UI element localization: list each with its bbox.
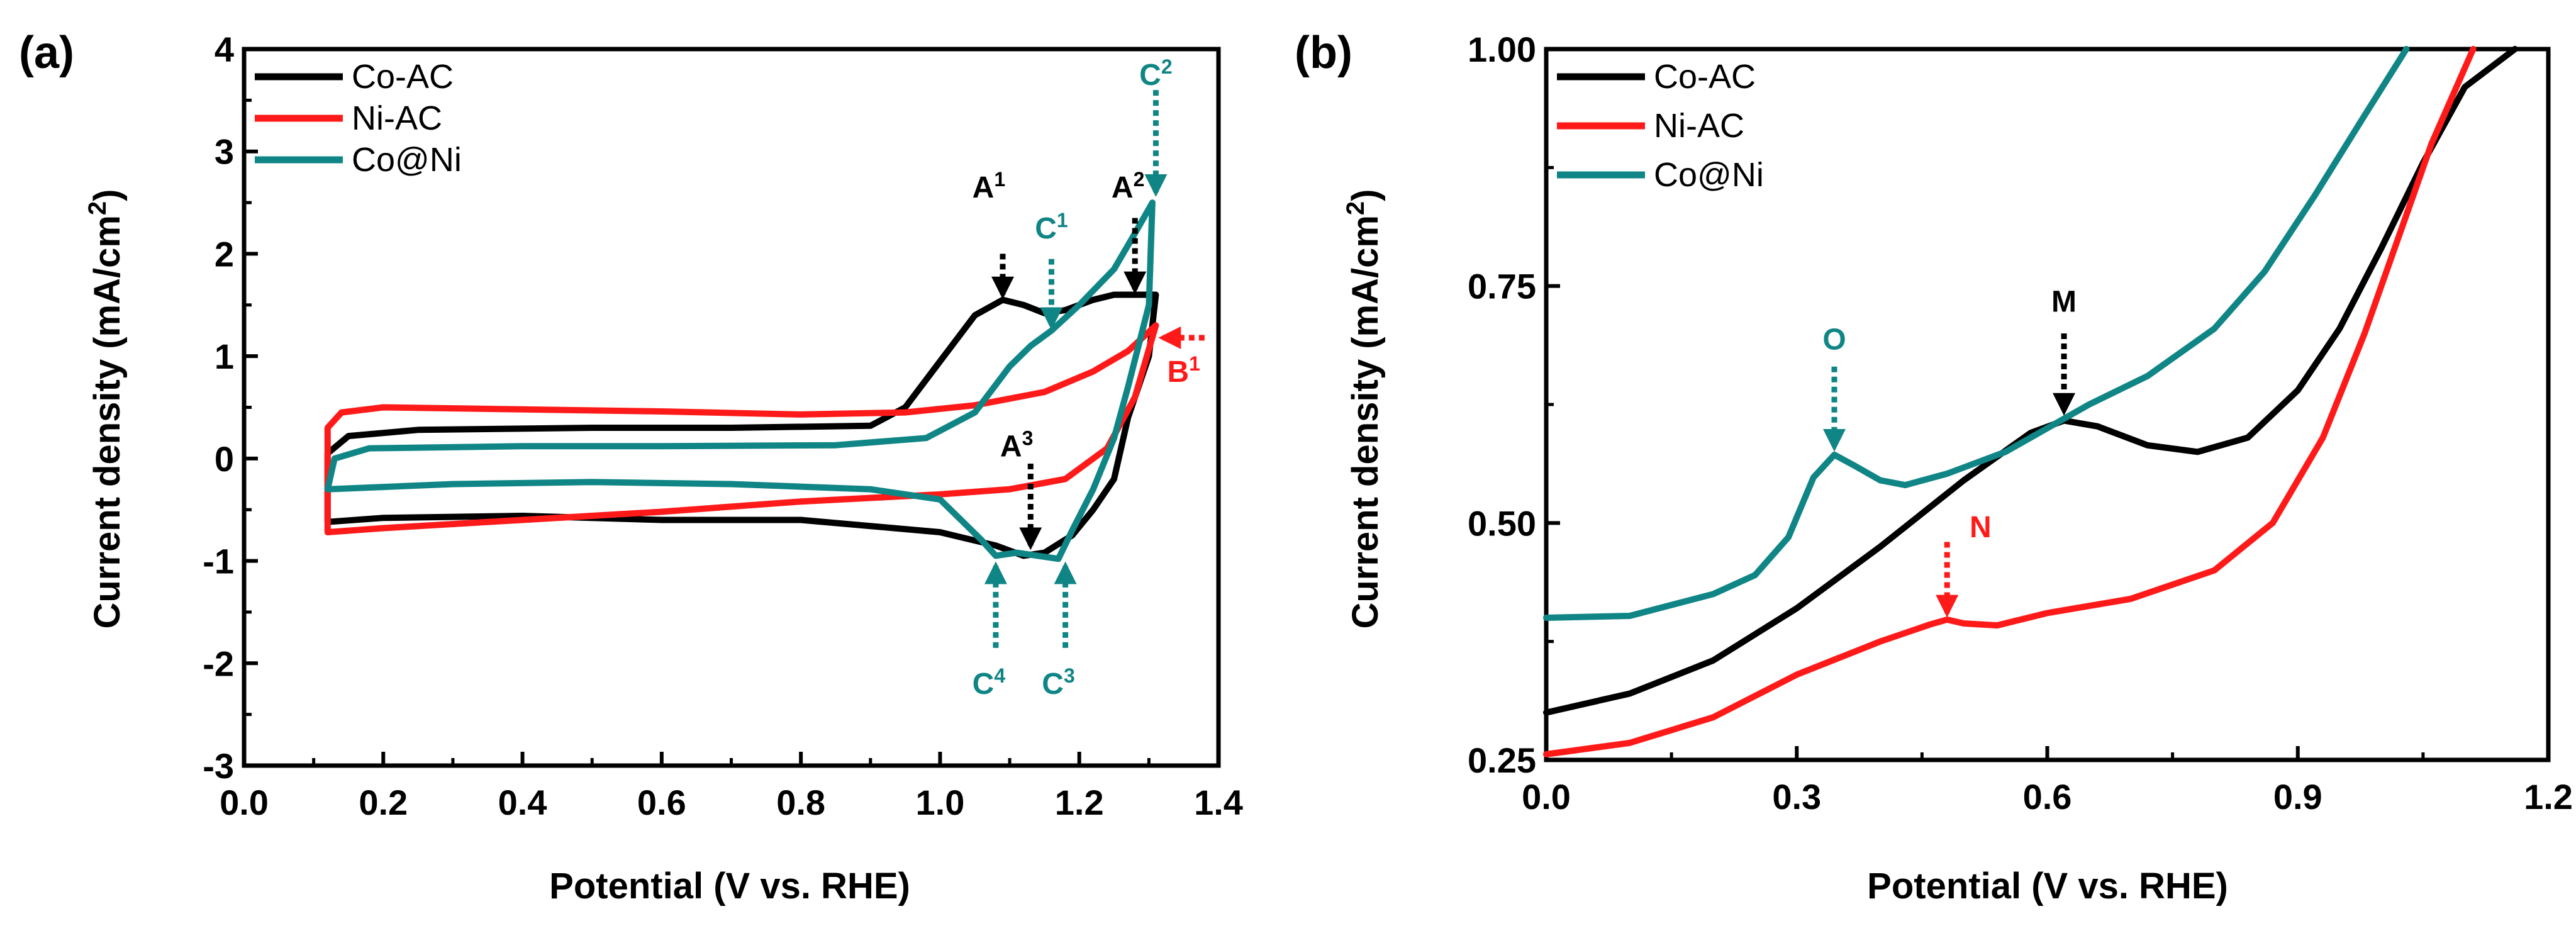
panel-a-y-tick-label: 1 xyxy=(215,337,234,376)
panel-b-y-axis-title: Current density (mA/cm2) xyxy=(1342,189,1386,628)
panel-b-x-tick-label: 1.2 xyxy=(2524,777,2573,817)
panel-b-y-tick-label: 0.50 xyxy=(1468,503,1536,543)
panel-b-legend-label: Ni-AC xyxy=(1654,107,1744,145)
panel-a-annotation-label: A1 xyxy=(973,168,1005,204)
panel-a-y-axis: 4 3 2 1 0 -1 -2 -3 xyxy=(203,30,258,786)
panel-a-y-axis-title-main: Current density (mA/cm xyxy=(87,215,128,628)
panel-b-series xyxy=(1543,46,2518,757)
panel-a-x-tick-label: 0.2 xyxy=(359,783,408,822)
panel-b-series-co-ac xyxy=(1543,46,2518,716)
panel-a-annotation-label: B1 xyxy=(1167,352,1200,389)
panel-b-y-axis-title-sup: 2 xyxy=(1342,201,1369,215)
panel-a-y-tick-label: -2 xyxy=(203,644,234,683)
panel-a-y-tick-label: 0 xyxy=(215,439,234,479)
panel-b-x-tick-label: 0.6 xyxy=(2023,777,2072,817)
panel-b-x-axis: 0.0 0.3 0.6 0.9 1.2 xyxy=(1522,746,2573,817)
panel-b-annotation-label: O xyxy=(1822,323,1846,357)
panel-b-legend-label: Co@Ni xyxy=(1654,156,1764,194)
panel-b-annotations: O M N xyxy=(1822,285,2077,618)
panel-a-y-axis-title-sup: 2 xyxy=(84,201,111,215)
panel-a-x-tick-label: 0.0 xyxy=(220,783,269,822)
panel-a-x-tick-label: 1.0 xyxy=(915,783,964,822)
panel-a-label: (a) xyxy=(19,28,74,78)
panel-a-annotation-label: A3 xyxy=(1000,427,1033,464)
panel-a-x-tick-label: 0.4 xyxy=(498,783,547,822)
panel-a-x-tick-label: 1.2 xyxy=(1055,783,1104,822)
panel-a-x-tick-label: 0.8 xyxy=(776,783,825,822)
panel-a-x-tick-label: 1.4 xyxy=(1194,783,1243,822)
panel-a-x-axis-title: Potential (V vs. RHE) xyxy=(549,866,910,907)
panel-b-label: (b) xyxy=(1295,28,1352,78)
panel-b-annotation-label: N xyxy=(1970,511,1992,544)
panel-b-x-tick-label: 0.9 xyxy=(2273,777,2322,817)
panel-a-legend-label: Co@Ni xyxy=(352,141,462,179)
panel-a-legend-label: Ni-AC xyxy=(352,99,442,137)
panel-a-x-tick-label: 0.6 xyxy=(637,783,686,822)
panel-a-y-tick-label: 4 xyxy=(215,30,234,69)
panel-a-annotation-label: C3 xyxy=(1042,664,1074,701)
panel-a-y-tick-label: -1 xyxy=(203,542,234,581)
panel-a-annotation-label: C1 xyxy=(1035,209,1068,245)
panel-a-y-tick-label: 3 xyxy=(215,132,234,172)
panel-b-y-tick-label: 0.75 xyxy=(1468,267,1536,306)
panel-b-x-axis-title: Potential (V vs. RHE) xyxy=(1867,866,2228,907)
panel-a: (a) 4 3 2 1 0 -1 -2 -3 0.0 0.2 0.4 0.6 0.8 1.0 1.2 1.4… xyxy=(19,28,1243,907)
panel-a-series-ni-ac xyxy=(324,322,1159,535)
panel-b-legend: Co-AC Ni-AC Co@Ni xyxy=(1557,58,1764,194)
panel-a-annotations: A1 A2 C1 C2 B1 A3 C4 C3 xyxy=(973,55,1205,701)
panel-b: (b) 1.00 0.75 0.50 0.25 0.0 0.3 0.6 0.9 1.2 O M N… xyxy=(1295,28,2573,907)
panel-a-legend-label: Co-AC xyxy=(352,58,454,96)
panel-a-y-axis-title-close: ) xyxy=(87,189,128,201)
panel-b-y-tick-label: 1.00 xyxy=(1468,30,1536,69)
panel-a-series xyxy=(324,199,1159,562)
panel-a-annotation-label: C2 xyxy=(1139,55,1172,92)
panel-a-annotation-label: A2 xyxy=(1112,168,1144,204)
panel-b-legend-label: Co-AC xyxy=(1654,58,1756,96)
panel-a-y-axis-title: Current density (mA/cm2) xyxy=(84,189,128,628)
panel-b-y-axis: 1.00 0.75 0.50 0.25 xyxy=(1468,30,1560,780)
panel-a-y-tick-label: -3 xyxy=(203,746,234,786)
panel-b-x-tick-label: 0.0 xyxy=(1522,777,1571,817)
panel-b-series-ni-ac xyxy=(1543,46,2477,757)
panel-a-x-axis: 0.0 0.2 0.4 0.6 0.8 1.0 1.2 1.4 xyxy=(220,752,1243,822)
panel-b-series-co-ni xyxy=(1543,46,2410,621)
panel-a-series-co-ni xyxy=(324,199,1156,562)
panel-a-y-tick-label: 2 xyxy=(215,234,234,274)
panel-b-y-tick-label: 0.25 xyxy=(1468,740,1536,780)
panel-b-x-tick-label: 0.3 xyxy=(1772,777,1821,817)
panel-a-series-co-ac xyxy=(324,291,1159,559)
panel-b-y-axis-title-main: Current density (mA/cm xyxy=(1345,215,1386,628)
panel-b-y-axis-title-close: ) xyxy=(1345,189,1386,201)
panel-b-annotation-label: M xyxy=(2051,285,2077,318)
panel-a-annotation-label: C4 xyxy=(973,664,1006,701)
